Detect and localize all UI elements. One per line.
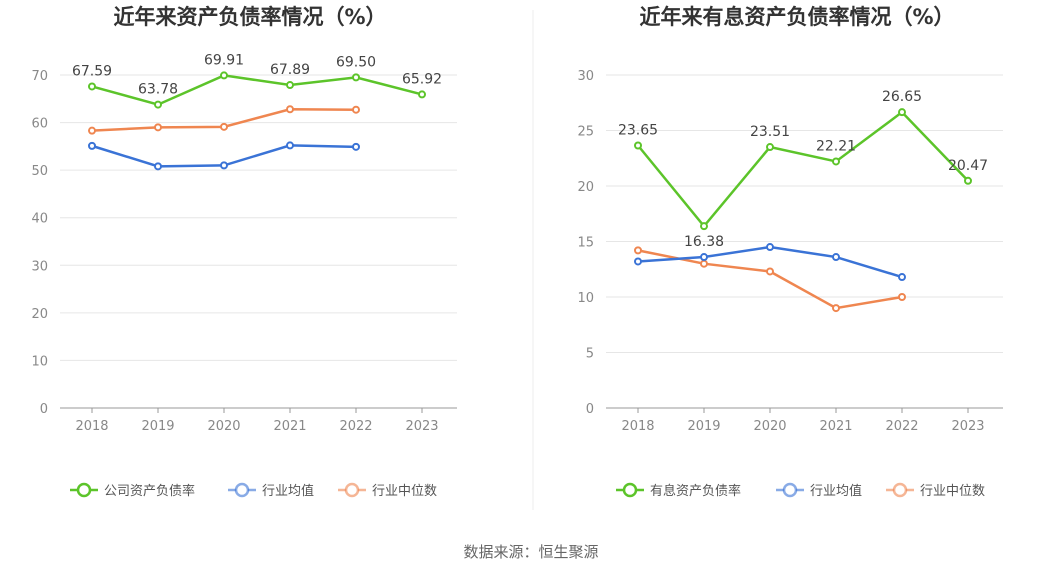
y-tick-label: 60 — [31, 117, 48, 132]
y-tick-label: 10 — [577, 291, 594, 306]
x-tick-label: 2018 — [621, 419, 654, 434]
y-tick-label: 5 — [586, 347, 594, 362]
data-point — [352, 142, 360, 151]
y-tick-label: 0 — [586, 402, 594, 417]
y-tick-label: 30 — [577, 69, 594, 84]
x-tick-label: 2021 — [819, 419, 852, 434]
legend-marker — [234, 482, 250, 498]
data-point — [286, 105, 294, 114]
y-tick-label: 30 — [31, 259, 48, 274]
data-point — [898, 293, 906, 301]
data-point — [220, 122, 228, 131]
data-point — [898, 273, 906, 282]
data-point — [964, 176, 972, 185]
data-label: 69.91 — [204, 52, 244, 68]
x-tick-label: 2019 — [141, 419, 174, 434]
data-point — [88, 141, 96, 150]
y-tick-label: 15 — [577, 236, 594, 251]
legend-label: 有息资产负债率 — [650, 483, 741, 499]
x-tick-label: 2020 — [753, 419, 786, 434]
data-point — [220, 71, 228, 80]
data-label: 23.65 — [618, 122, 658, 138]
data-point — [766, 243, 774, 252]
legend-label: 行业中位数 — [920, 484, 985, 499]
y-tick-label: 50 — [31, 164, 48, 179]
data-point — [634, 257, 642, 266]
legend-marker — [622, 482, 638, 498]
chart-title: 近年来有息资产负债率情况（%） — [639, 5, 954, 29]
data-label: 67.59 — [72, 63, 112, 79]
chart-debt-ratio: 近年来资产负债率情况（%） 0 10 20 30 40 50 60 70 2018 2019 2020… — [31, 5, 457, 499]
data-point — [832, 253, 840, 262]
y-tick-label: 0 — [40, 402, 48, 417]
x-tick-label: 2021 — [273, 419, 306, 434]
chart-interest-bearing-debt-ratio: 近年来有息资产负债率情况（%） 0 5 10 15 20 25 30 2018 2019 2020 2… — [577, 5, 1003, 499]
data-label: 26.65 — [882, 89, 922, 105]
data-point — [832, 157, 840, 166]
data-label: 20.47 — [948, 158, 988, 174]
data-label: 65.92 — [402, 71, 442, 87]
y-tick-label: 70 — [31, 69, 48, 84]
data-point — [766, 143, 774, 152]
data-point — [898, 108, 906, 117]
data-point — [766, 267, 774, 276]
data-point — [700, 253, 708, 262]
data-point — [220, 161, 228, 170]
legend-marker — [782, 482, 798, 498]
legend-marker — [344, 482, 360, 498]
data-label: 67.89 — [270, 62, 310, 78]
data-point — [832, 304, 840, 313]
legend-label: 行业均值 — [262, 483, 314, 499]
data-source: 数据来源：恒生聚源 — [463, 543, 598, 561]
data-point — [286, 141, 294, 150]
legend-marker — [892, 482, 908, 498]
x-tick-label: 2019 — [687, 419, 720, 434]
x-tick-label: 2023 — [951, 419, 984, 434]
data-label: 69.50 — [336, 54, 376, 70]
series-line — [637, 110, 969, 229]
data-label: 16.38 — [684, 234, 724, 250]
legend-label: 行业中位数 — [372, 484, 437, 499]
legend-label: 行业均值 — [810, 483, 862, 499]
data-point — [700, 259, 708, 268]
data-point — [286, 81, 294, 90]
x-tick-label: 2022 — [885, 419, 918, 434]
legend-label: 公司资产负债率 — [104, 483, 195, 499]
data-point — [352, 105, 360, 114]
data-point — [634, 141, 642, 150]
y-tick-label: 40 — [31, 212, 48, 227]
data-point — [88, 82, 96, 91]
x-tick-label: 2022 — [339, 419, 372, 434]
y-tick-label: 25 — [577, 125, 594, 140]
data-label: 22.21 — [816, 138, 856, 154]
x-tick-label: 2023 — [405, 419, 438, 434]
data-label: 63.78 — [138, 82, 178, 98]
y-tick-label: 20 — [31, 307, 48, 322]
data-point — [154, 123, 162, 132]
data-point — [154, 100, 162, 109]
data-label: 23.51 — [750, 124, 790, 140]
legend-marker — [76, 482, 92, 498]
data-point — [154, 162, 162, 171]
data-point — [88, 126, 96, 135]
data-point — [700, 222, 708, 231]
x-tick-label: 2018 — [75, 419, 108, 434]
series-line — [91, 74, 423, 106]
y-tick-label: 20 — [577, 180, 594, 195]
data-point — [352, 73, 360, 82]
chart-title: 近年来资产负债率情况（%） — [113, 5, 386, 29]
y-tick-label: 10 — [31, 354, 48, 369]
data-point — [634, 246, 642, 255]
x-tick-label: 2020 — [207, 419, 240, 434]
data-point — [418, 90, 426, 99]
